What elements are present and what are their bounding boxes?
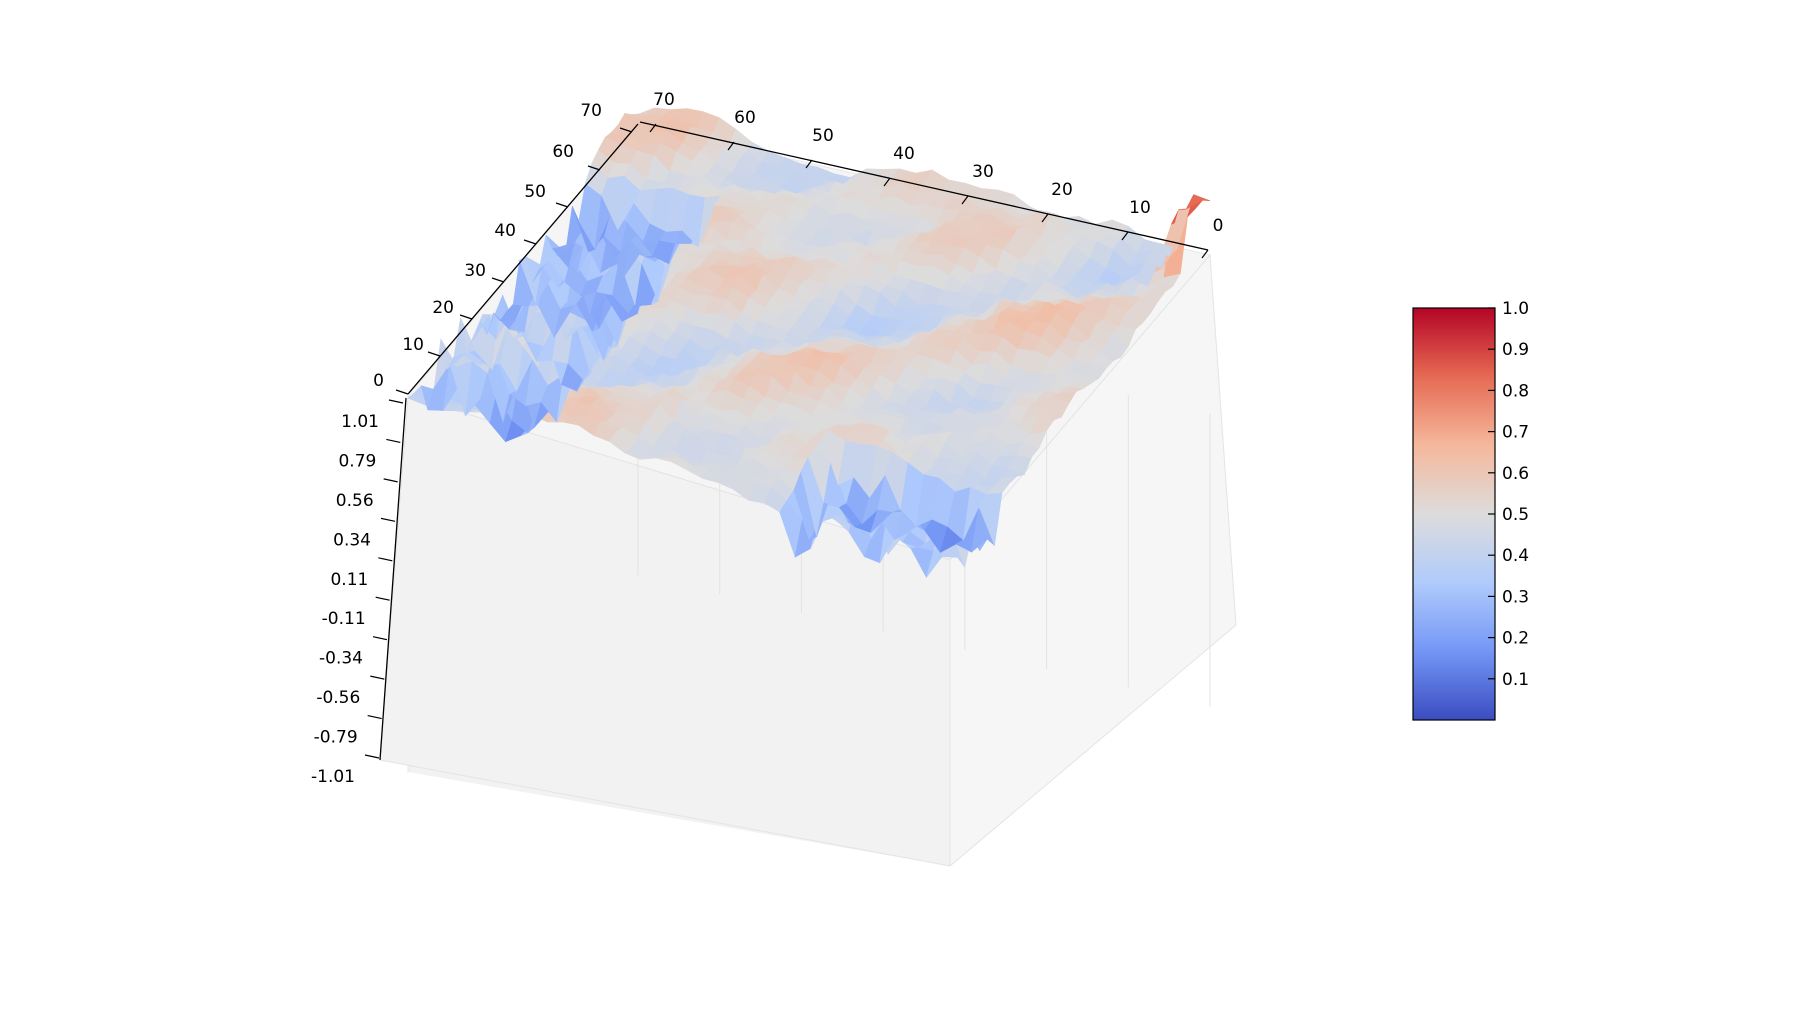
y-tick-label: 50	[524, 182, 546, 202]
z-tick-mark	[388, 399, 404, 404]
z-tick-mark	[378, 557, 393, 562]
colorbar-tick-label: 0.1	[1502, 670, 1529, 690]
x-tick-label: 60	[734, 108, 756, 128]
y-axis-line	[407, 123, 639, 395]
colorbar-tick-label: 0.3	[1502, 587, 1529, 607]
x-tick-mark	[883, 177, 891, 187]
z-axis-ticks: 1.01 0.79 0.56 0.34 0.11 -0.11 -0.34 -0.56 -0.79…	[311, 399, 404, 787]
y-tick-label: 10	[402, 335, 424, 355]
y-tick-mark	[395, 389, 409, 395]
z-tick-mark	[367, 714, 382, 720]
y-tick-mark	[459, 314, 473, 320]
z-tick-mark	[380, 517, 396, 522]
x-tick-mark	[961, 195, 969, 205]
colorbar-tick-label: 0.8	[1502, 381, 1529, 401]
x-tick-label: 30	[972, 162, 994, 182]
z-tick-mark	[372, 636, 388, 641]
y-tick-mark	[427, 351, 441, 357]
y-tick-label: 40	[494, 221, 516, 241]
y-tick-label: 60	[552, 142, 574, 162]
z-tick-mark	[386, 438, 401, 444]
y-tick-label: 70	[580, 101, 602, 121]
x-tick-label: 10	[1129, 198, 1151, 218]
x-tick-mark	[727, 141, 735, 151]
colorbar: 1.0 0.9 0.8 0.7 0.6 0.5 0.4 0.3 0.2 0.1	[1412, 299, 1529, 721]
x-tick-label: 0	[1213, 216, 1224, 236]
x-tick-label: 70	[653, 90, 675, 110]
colorbar-gradient	[1412, 307, 1496, 721]
surface-patch	[1185, 194, 1211, 210]
z-tick-label: 0.79	[338, 451, 376, 471]
y-tick-mark	[523, 239, 537, 245]
y-tick-mark	[587, 165, 601, 171]
z-tick-mark	[375, 596, 390, 601]
z-tick-mark	[370, 675, 385, 680]
z-tick-label: -0.34	[319, 649, 363, 669]
colorbar-tick-label: 0.6	[1502, 464, 1529, 484]
z-tick-label: 0.34	[333, 530, 371, 550]
y-tick-mark	[555, 202, 569, 208]
z-tick-label: -0.11	[322, 609, 366, 629]
z-tick-mark	[364, 754, 380, 759]
colorbar-tick-label: 0.5	[1502, 505, 1529, 525]
x-tick-label: 40	[893, 144, 915, 164]
surface	[407, 107, 1211, 579]
z-tick-label: -1.01	[311, 767, 355, 787]
x-tick-mark	[1041, 213, 1049, 223]
x-tick-mark	[1121, 231, 1129, 241]
z-tick-mark	[383, 478, 398, 483]
z-tick-label: 1.01	[341, 412, 379, 432]
y-tick-label: 30	[464, 261, 486, 281]
z-tick-label: -0.79	[314, 728, 358, 748]
colorbar-tick-label: 1.0	[1502, 299, 1529, 319]
y-tick-label: 20	[432, 298, 454, 318]
colorbar-tick-label: 0.9	[1502, 340, 1529, 360]
x-tick-label: 50	[812, 126, 834, 146]
colorbar-tick-label: 0.2	[1502, 629, 1529, 649]
axes	[379, 121, 1209, 761]
y-tick-label: 0	[373, 371, 384, 391]
colorbar-ticks: 1.0 0.9 0.8 0.7 0.6 0.5 0.4 0.3 0.2 0.1	[1488, 299, 1529, 690]
x-tick-mark	[1201, 249, 1209, 259]
z-tick-label: -0.56	[316, 688, 360, 708]
z-tick-label: 0.11	[330, 570, 368, 590]
z-axis-line	[379, 397, 407, 761]
x-axis-line	[639, 121, 1209, 251]
x-tick-mark	[649, 123, 657, 133]
y-tick-mark	[491, 277, 505, 283]
x-axis-ticks: 0 10 20 30 40 50 60 70	[649, 90, 1224, 259]
colorbar-tick-label: 0.4	[1502, 546, 1529, 566]
y-axis-ticks: 70 60 50 40 30 20 10 0	[373, 101, 633, 395]
x-tick-mark	[805, 159, 813, 169]
x-tick-label: 20	[1051, 180, 1073, 200]
z-tick-label: 0.56	[336, 491, 374, 511]
y-tick-mark	[619, 127, 633, 133]
colorbar-tick-label: 0.7	[1502, 423, 1529, 443]
